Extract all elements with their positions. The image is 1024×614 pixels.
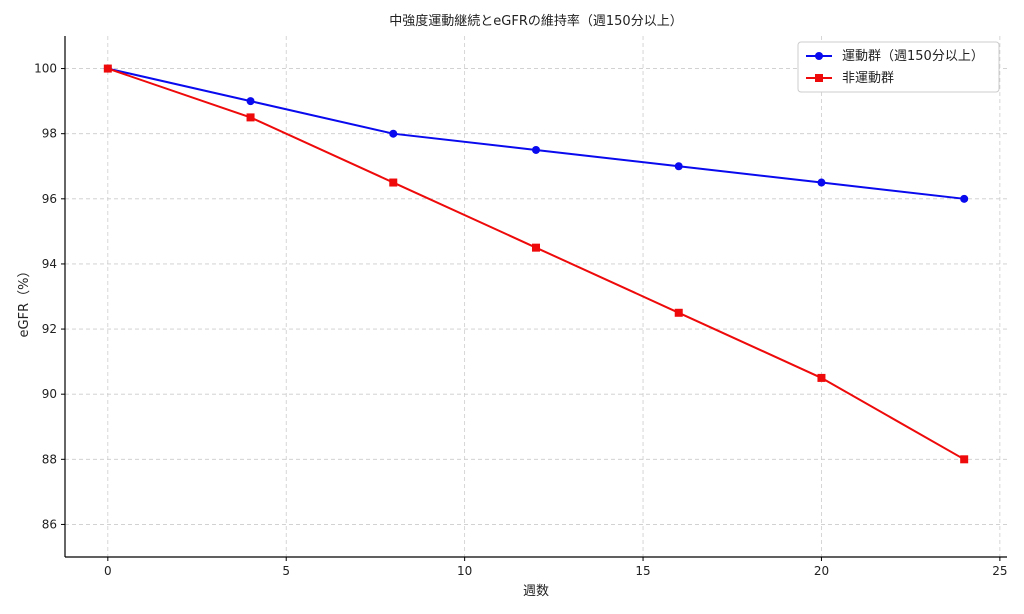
legend: 運動群（週150分以上） 非運動群 (797, 41, 1000, 93)
x-tick-label: 5 (282, 564, 290, 578)
y-tick-label: 98 (42, 127, 57, 141)
x-tick-label: 15 (635, 564, 650, 578)
data-point-0 (532, 145, 540, 154)
data-point-1 (103, 64, 112, 73)
y-tick-label: 96 (42, 192, 57, 206)
series-layer (103, 64, 969, 464)
y-tick-label: 92 (42, 322, 57, 336)
data-point-0 (817, 178, 826, 187)
y-tick-label: 100 (34, 62, 57, 76)
legend-marker-exercise (815, 52, 823, 60)
y-tick-label: 94 (42, 257, 57, 271)
chart-title: 中強度運動継続とeGFRの維持率（週150分以上） (389, 13, 682, 29)
data-point-0 (674, 162, 683, 171)
legend-label-exercise: 運動群（週150分以上） (842, 49, 984, 64)
data-point-1 (674, 308, 683, 317)
axes (64, 36, 1007, 558)
y-tick-label: 88 (42, 452, 57, 466)
data-point-0 (389, 129, 398, 138)
legend-label-non-exercise: 非運動群 (842, 71, 894, 86)
data-point-1 (389, 178, 398, 187)
y-tick-label: 86 (42, 517, 57, 531)
data-point-1 (532, 243, 540, 252)
data-point-1 (817, 373, 826, 382)
x-tick-label: 20 (814, 564, 829, 578)
data-point-0 (960, 194, 969, 203)
y-axis-title: eGFR（%） (17, 265, 32, 338)
ticks: 0 5 10 15 20 25 86 88 90 92 94 96 98 100 (34, 62, 1007, 578)
x-tick-label: 10 (457, 564, 472, 578)
data-point-1 (960, 455, 969, 464)
x-tick-label: 25 (992, 564, 1007, 578)
data-point-0 (246, 97, 255, 106)
grid (65, 36, 1007, 557)
legend-marker-non-exercise (815, 74, 823, 82)
x-axis-title: 週数 (523, 584, 549, 599)
y-tick-label: 90 (42, 387, 57, 401)
legend-box (797, 41, 1000, 93)
x-tick-label: 0 (104, 564, 112, 578)
data-point-1 (246, 113, 255, 122)
